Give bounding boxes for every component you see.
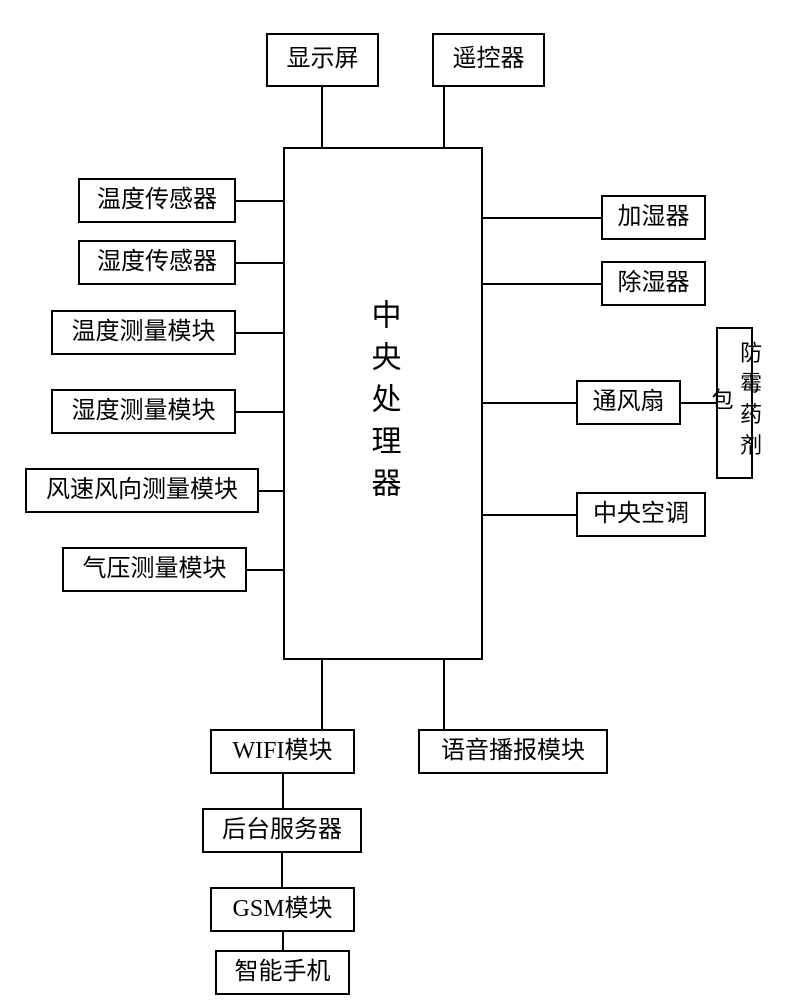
node-server: 后台服务器 xyxy=(202,808,362,853)
node-ac: 中央空调 xyxy=(576,492,706,537)
edge-seg xyxy=(483,514,576,516)
node-hum_sensor: 湿度传感器 xyxy=(78,240,236,285)
node-gsm: GSM模块 xyxy=(210,887,355,932)
node-temp_meas: 温度测量模块 xyxy=(51,310,236,355)
edge-seg xyxy=(483,402,576,404)
edge-seg xyxy=(443,660,445,729)
edge-seg xyxy=(483,283,601,285)
node-display: 显示屏 xyxy=(266,33,379,87)
edge-seg xyxy=(259,490,283,492)
edge-seg xyxy=(236,332,283,334)
edge-seg xyxy=(247,569,283,571)
edge-seg xyxy=(321,87,323,147)
edge-seg xyxy=(483,217,601,219)
node-press_meas: 气压测量模块 xyxy=(62,547,247,592)
node-fan: 通风扇 xyxy=(576,380,681,425)
edge-seg xyxy=(236,411,283,413)
edge-seg xyxy=(443,87,445,147)
node-phone: 智能手机 xyxy=(215,950,350,995)
edge-seg xyxy=(282,932,284,950)
node-temp_sensor: 温度传感器 xyxy=(78,178,236,223)
edge-seg xyxy=(281,853,283,887)
edge-seg xyxy=(282,774,284,808)
edge-seg xyxy=(236,200,283,202)
edge-seg xyxy=(681,402,716,404)
node-humidifier: 加湿器 xyxy=(601,195,706,240)
node-wifi: WIFI模块 xyxy=(210,729,355,774)
edge-seg xyxy=(236,262,283,264)
diagram-canvas: 中央处理器 显示屏遥控器温度传感器湿度传感器温度测量模块湿度测量模块风速风向测量模… xyxy=(0,0,789,1000)
node-remote: 遥控器 xyxy=(432,33,545,87)
node-cpu: 中央处理器 xyxy=(283,147,483,660)
node-mold: 防霉药剂包 xyxy=(716,327,753,479)
node-wind_meas: 风速风向测量模块 xyxy=(25,468,259,513)
node-hum_meas: 湿度测量模块 xyxy=(51,389,236,434)
edge-seg xyxy=(321,660,323,729)
node-voice: 语音播报模块 xyxy=(418,729,608,774)
node-dehumidifier: 除湿器 xyxy=(601,261,706,306)
